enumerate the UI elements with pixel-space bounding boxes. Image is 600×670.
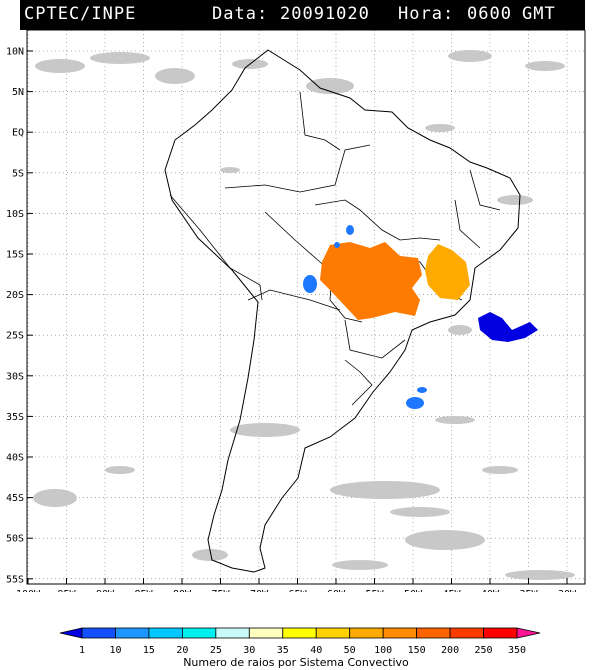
lat-label: 30S [6,371,24,382]
lat-label: 55S [6,574,24,585]
lon-label: 75W [211,589,230,592]
lightning-map: 10N5NEQ5S10S15S20S25S30S35S40S45S50S55S … [6,30,586,592]
legend-tick-label: 15 [143,645,155,656]
system-mato-grosso-north-b [334,242,340,248]
legend-swatch [349,627,384,639]
legend-swatch [483,627,518,639]
lat-label: 50S [6,534,24,545]
lon-label: 65W [288,589,307,592]
legend-tick-label: 50 [344,645,356,656]
system-bolivia-paraguay [303,275,317,293]
legend-swatch [215,627,250,639]
hour-label: Hora: [398,4,455,24]
longitude-labels: 100W 95W 90W 85W 80W 75W 70W 65W 60W 55W 50W 45W 40W… [16,578,577,592]
lon-label: 35W [519,589,538,592]
legend-swatch [282,627,317,639]
legend-bar [59,627,541,639]
lat-label: 25S [6,331,24,342]
lon-label: 40W [481,589,500,592]
latitude-labels: 10N 5N EQ 5S 10S 15S 20S 25S 30S 35S 40S 45S 50S 55S [6,47,33,585]
legend-tick-label: 350 [508,645,526,656]
lon-label: 55W [365,589,384,592]
title-bar: CPTEC/INPE Data: 20091020 Hora: 0600 GMT [20,0,585,30]
system-atlantic-se [478,312,538,342]
lat-label: 40S [6,453,24,464]
legend-tick-label: 100 [374,645,392,656]
lat-label: 35S [6,412,24,423]
legend-swatch-high [516,627,541,639]
legend-tick-label: 10 [109,645,121,656]
legend-swatch [115,627,150,639]
legend-tick-label: 200 [441,645,459,656]
date-value: 20091020 [280,4,370,24]
lat-label: 10N [6,47,24,58]
legend-tick-label: 250 [475,645,493,656]
lat-label: 45S [6,493,24,504]
legend-swatch [148,627,183,639]
hour-value: 0600 [467,4,512,24]
lon-label: 85W [134,589,153,592]
date-label: Data: [212,4,269,24]
map-background [27,30,585,584]
legend-swatch [181,627,217,639]
legend-caption: Numero de raios por Sistema Convectivo [183,656,409,669]
legend-swatch [315,627,351,639]
lon-label: 95W [57,589,76,592]
lat-label: 5S [12,168,24,179]
system-uruguay-offshore-b [417,387,427,393]
system-minas-gerais [425,244,470,300]
lat-label: EQ [12,128,24,139]
lat-label: 15S [6,250,24,261]
legend-swatch [416,627,451,639]
legend-tick-label: 40 [310,645,322,656]
legend-swatch-low [59,627,83,639]
legend-tick-label: 30 [243,645,255,656]
source-label: CPTEC/INPE [24,4,137,24]
legend-swatch [382,627,418,639]
lon-label: 60W [327,589,346,592]
legend-swatch [449,627,484,639]
system-mato-grosso-north [346,225,354,235]
lon-label: 70W [250,589,269,592]
system-uruguay-offshore [406,397,424,409]
legend-tick-label: 150 [408,645,426,656]
legend-swatch [81,627,116,639]
legend-tick-label: 25 [210,645,222,656]
legend-tick-label: 1 [79,645,85,656]
lat-label: 5N [12,87,24,98]
timezone-label: GMT [522,4,556,24]
lat-label: 20S [6,290,24,301]
legend-tick-labels: 1 10 15 20 25 30 35 40 50 100 150 200 250 350 [79,645,526,656]
legend-tick-label: 20 [176,645,188,656]
lon-label: 45W [442,589,461,592]
lon-label: 50W [404,589,423,592]
legend-swatch [248,627,284,639]
map-frame [26,30,586,585]
lon-label: 80W [173,589,192,592]
lightning-systems [303,225,538,409]
legend-tick-label: 35 [277,645,289,656]
system-central-brazil [320,242,422,320]
lon-label: 90W [96,589,115,592]
lat-label: 10S [6,209,24,220]
color-legend: 1 10 15 20 25 30 35 40 50 100 150 200 250 350 Numero … [59,627,541,669]
lon-label: 30W [558,589,577,592]
lon-label: 100W [16,589,41,592]
